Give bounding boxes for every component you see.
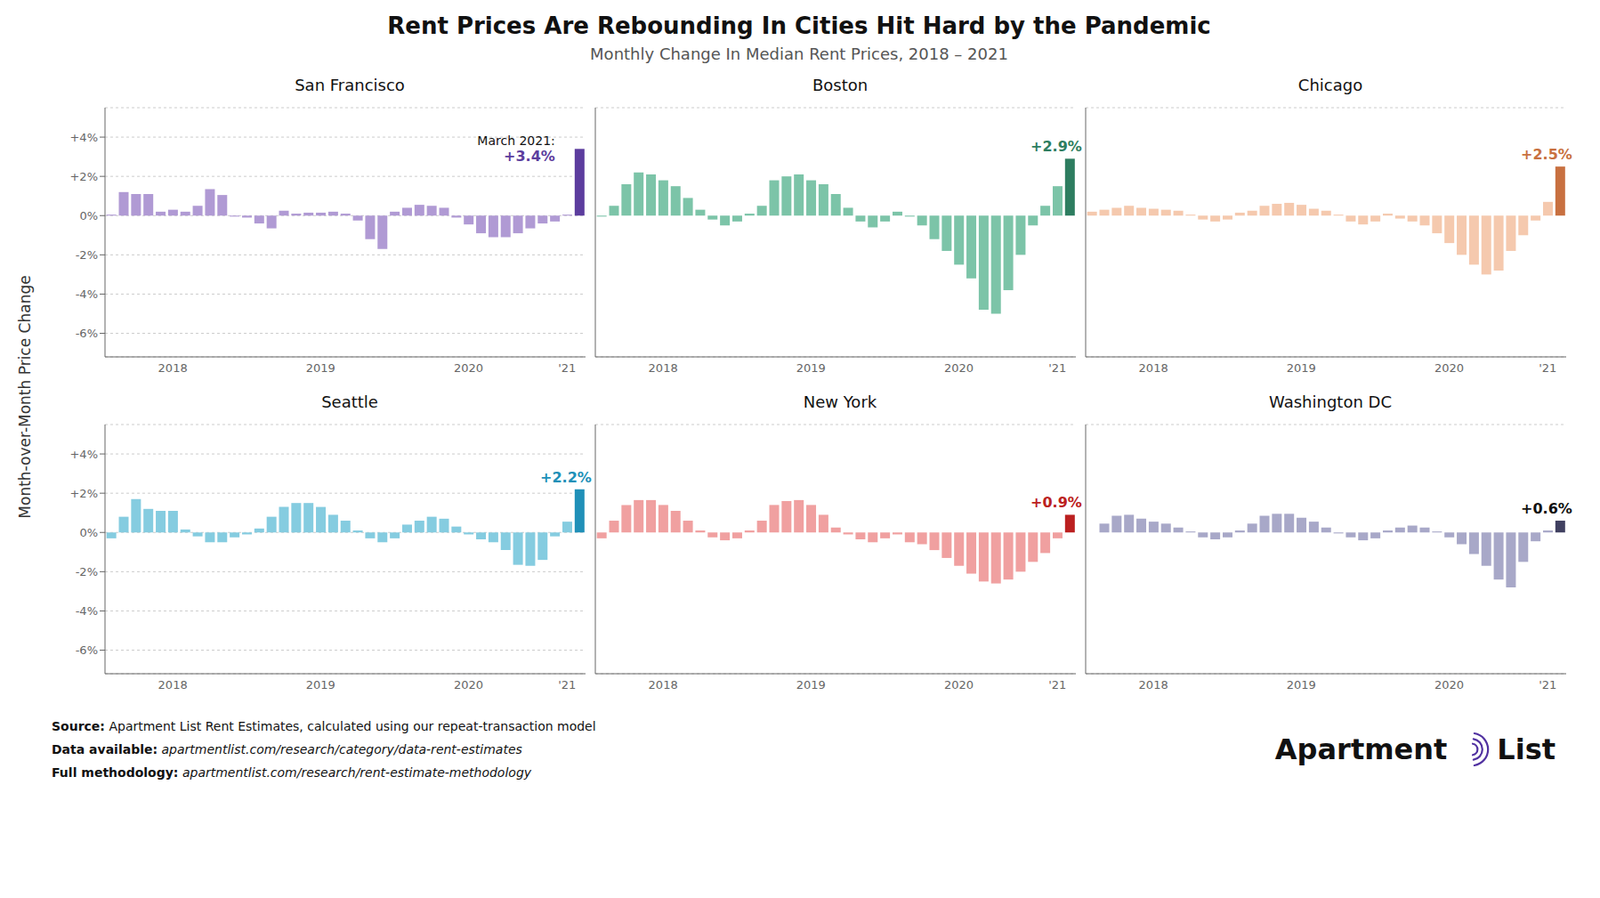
- svg-text:+4%: +4%: [69, 447, 98, 461]
- svg-text:+2%: +2%: [69, 486, 98, 501]
- svg-text:-6%: -6%: [75, 643, 98, 657]
- html-text:Monthly Change In Median Rent: Monthly Change In Median Rent Prices, 20…: [590, 44, 1009, 64]
- svg-text:2018: 2018: [1139, 678, 1169, 692]
- svg-text:2019: 2019: [306, 678, 336, 692]
- svg-text:0%: 0%: [79, 209, 98, 223]
- svg-text:0%: 0%: [79, 525, 98, 540]
- svg-text:2020: 2020: [1434, 361, 1464, 375]
- svg-text:-2%: -2%: [75, 248, 98, 262]
- svg-text:+2%: +2%: [69, 169, 98, 184]
- html-text:Boston: Boston: [812, 75, 868, 95]
- svg-text:2019: 2019: [1286, 678, 1317, 692]
- html-text:Apartment: Apartment: [1275, 732, 1448, 767]
- svg-text:2018: 2018: [1139, 361, 1169, 375]
- svg-text:2020: 2020: [453, 361, 484, 375]
- html-text:Full methodology: apartmentlis: Full methodology: apartmentlist.com/rese…: [51, 765, 532, 780]
- html-text:San Francisco: San Francisco: [294, 75, 405, 95]
- svg-text:2020: 2020: [1434, 678, 1464, 692]
- svg-text:'21: '21: [557, 678, 576, 692]
- svg-text:+2.5%: +2.5%: [1520, 145, 1573, 163]
- svg-text:-2%: -2%: [75, 565, 98, 579]
- html-text:Source: Apartment List Rent Es: Source: Apartment List Rent Estimates, c…: [51, 719, 596, 734]
- html-text:Washington DC: Washington DC: [1268, 392, 1392, 412]
- svg-text:2020: 2020: [944, 361, 974, 375]
- svg-text:'21: '21: [557, 361, 576, 375]
- svg-text:+2.2%: +2.2%: [540, 468, 592, 486]
- svg-text:2018: 2018: [648, 678, 679, 692]
- html-text:Seattle: Seattle: [321, 392, 379, 412]
- svg-text:2019: 2019: [796, 678, 826, 692]
- svg-text:2018: 2018: [158, 678, 188, 692]
- svg-text:2019: 2019: [796, 361, 826, 375]
- svg-text:2020: 2020: [944, 678, 974, 692]
- svg-text:+3.4%: +3.4%: [503, 147, 556, 165]
- svg-text:2019: 2019: [1286, 361, 1317, 375]
- svg-text:'21: '21: [1048, 678, 1067, 692]
- svg-text:2018: 2018: [648, 361, 679, 375]
- svg-text:'21: '21: [1538, 361, 1557, 375]
- svg-text:2020: 2020: [453, 678, 484, 692]
- svg-text:-4%: -4%: [75, 604, 98, 618]
- svg-text:March 2021:: March 2021:: [476, 133, 555, 148]
- svg-text:2019: 2019: [306, 361, 336, 375]
- svg-text:-6%: -6%: [75, 326, 98, 340]
- html-text:Data available: apartmentlist.: Data available: apartmentlist.com/resear…: [51, 742, 523, 757]
- svg-text:'21: '21: [1048, 361, 1067, 375]
- html-text:New York: New York: [803, 392, 877, 412]
- html-text:Chicago: Chicago: [1298, 75, 1363, 95]
- svg-text:+4%: +4%: [69, 130, 98, 145]
- html-text:List: List: [1497, 732, 1556, 767]
- svg-text:2018: 2018: [158, 361, 188, 375]
- svg-text:-4%: -4%: [75, 287, 98, 301]
- html-text:Rent Prices Are Rebounding In: Rent Prices Are Rebounding In Cities Hit…: [387, 12, 1211, 40]
- html-text:Month-over-Month Price Change: Month-over-Month Price Change: [16, 275, 34, 519]
- svg-text:'21: '21: [1538, 678, 1557, 692]
- svg-text:+0.9%: +0.9%: [1030, 493, 1083, 511]
- svg-text:+0.6%: +0.6%: [1520, 500, 1573, 518]
- svg-text:+2.9%: +2.9%: [1030, 137, 1083, 155]
